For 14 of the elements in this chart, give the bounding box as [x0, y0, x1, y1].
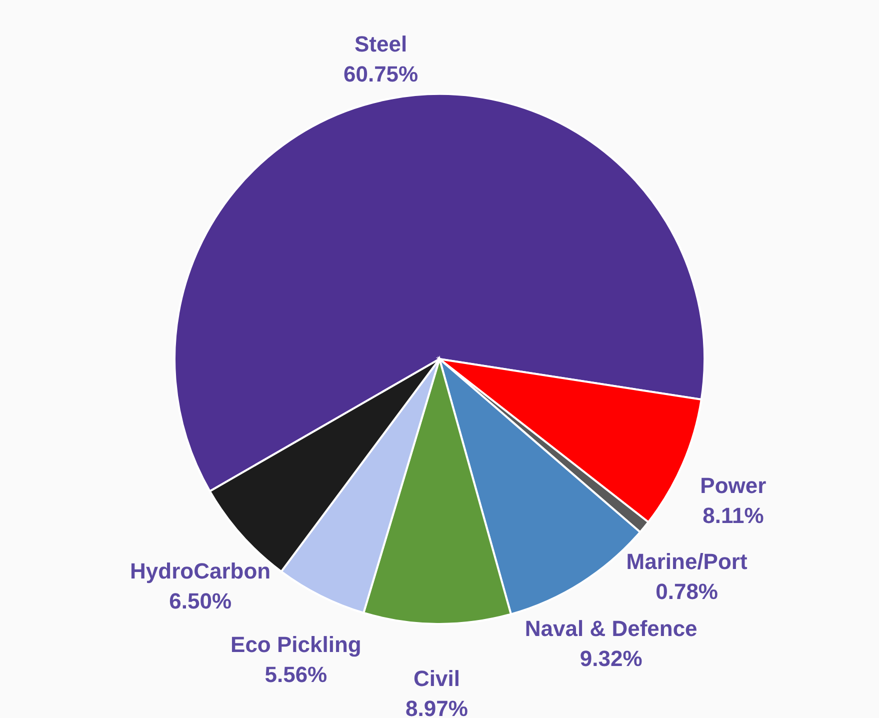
data-label: 5.56% — [264, 662, 328, 687]
data-label: 60.75% — [343, 61, 418, 86]
data-label: 8.11% — [702, 503, 764, 528]
slice-label: Marine/Port — [626, 549, 748, 574]
slice-label: Naval & Defence — [524, 616, 698, 642]
data-label: 8.97% — [406, 696, 468, 718]
slice-label: HydroCarbon — [130, 558, 271, 584]
slice-label: Civil — [413, 666, 460, 691]
data-label: 9.32% — [580, 646, 642, 672]
slice-label: Power — [700, 473, 767, 498]
slice-label: Steel — [354, 31, 408, 56]
slice-label: Eco Pickling — [230, 632, 362, 657]
data-label: 6.50% — [169, 588, 232, 614]
data-label: 0.78% — [656, 579, 718, 604]
